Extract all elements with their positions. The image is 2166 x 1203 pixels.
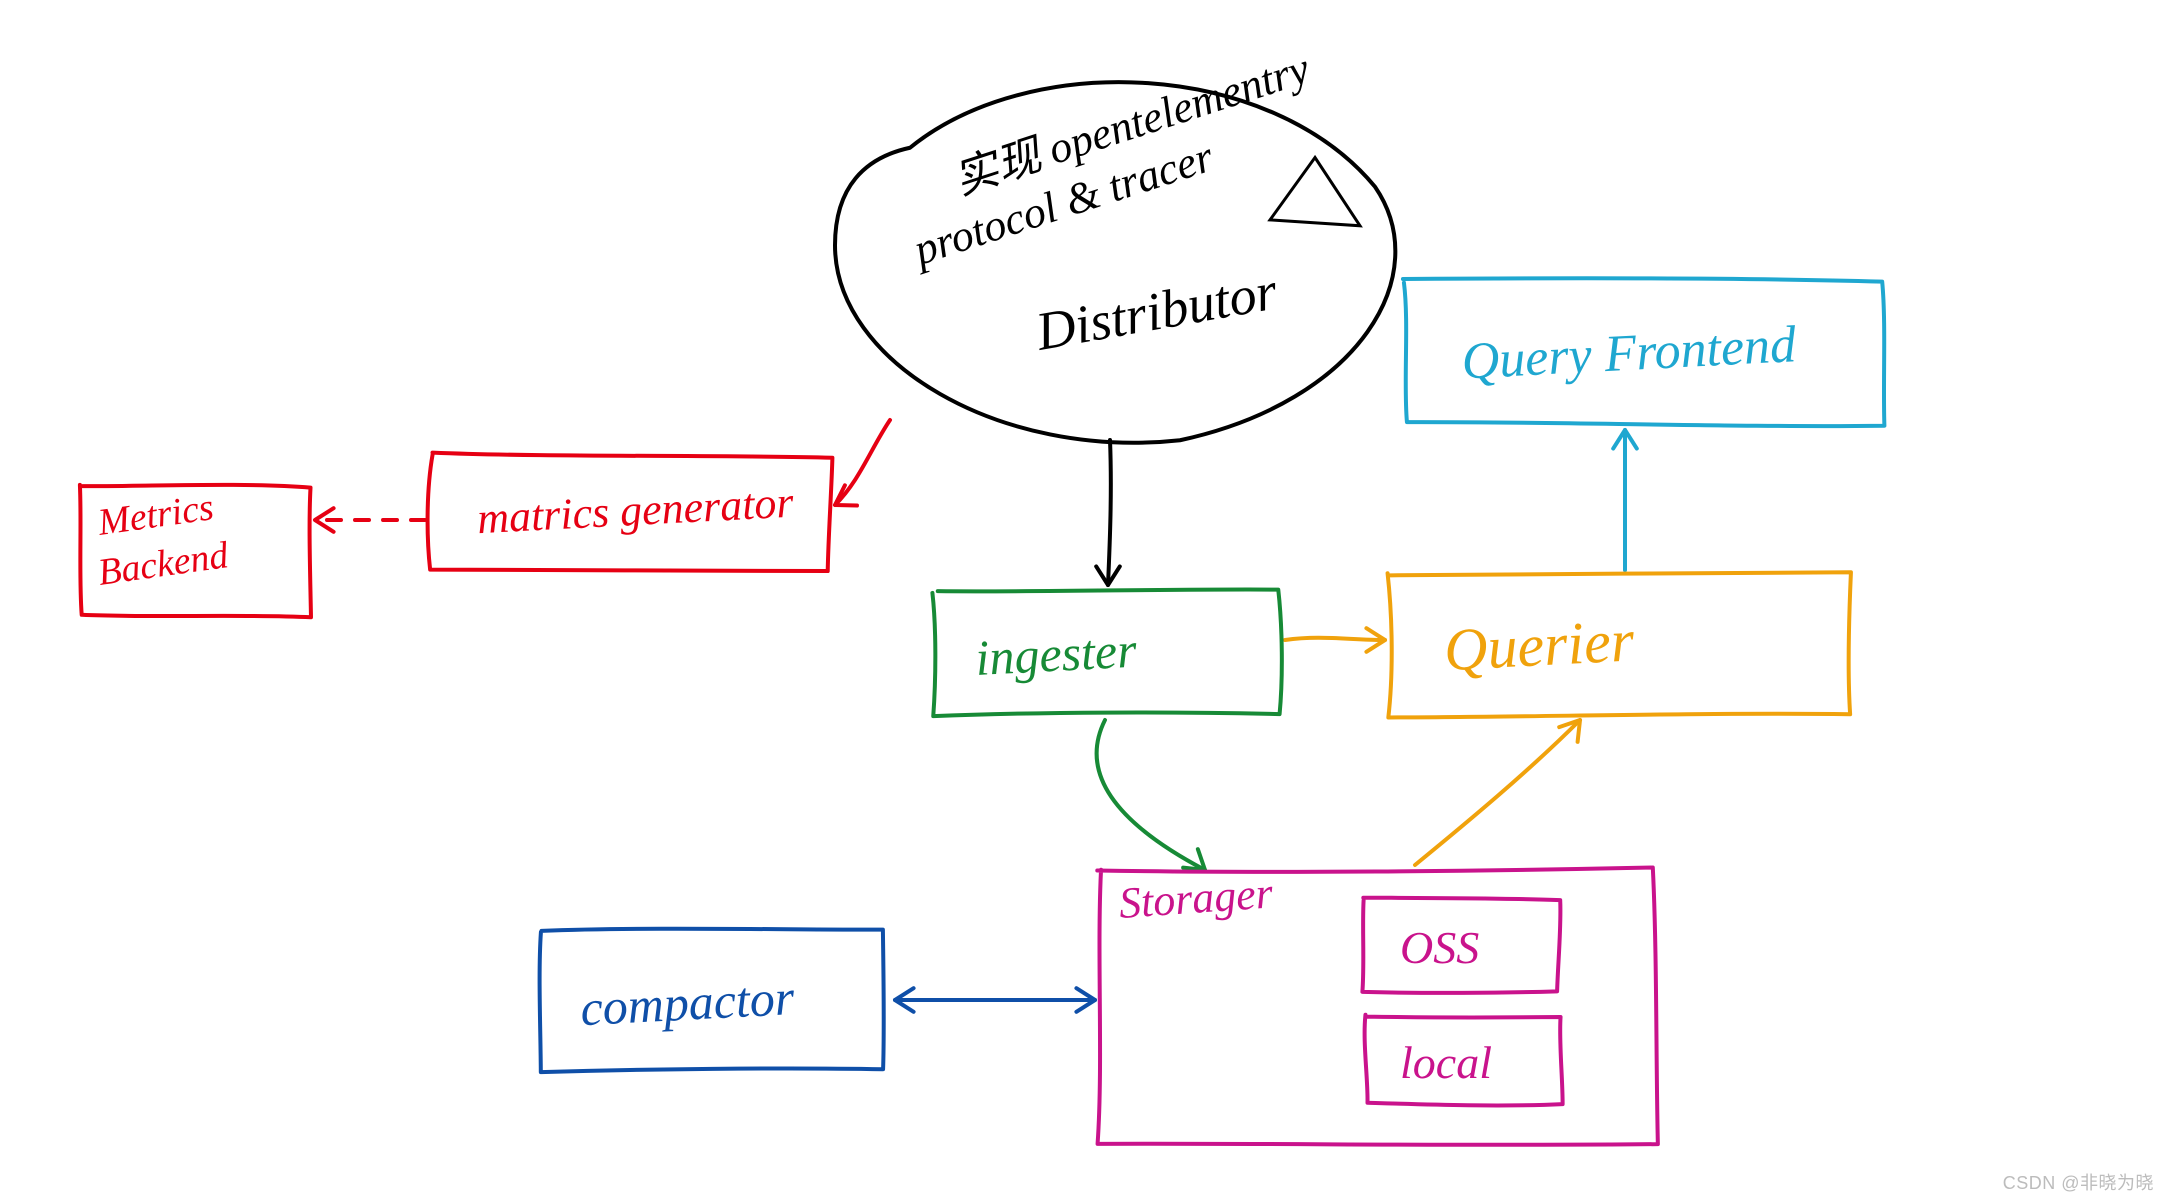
node-metrics_backend-label: Backend (95, 534, 231, 594)
node-metrics_backend-label: Metrics (94, 486, 216, 544)
distributor-label: Distributor (1031, 260, 1283, 362)
node-storager: Storager OSS local (1097, 868, 1658, 1145)
edge-ingester-to-querier (1285, 628, 1385, 652)
node-ingester: ingester (932, 589, 1281, 716)
node-distributor: 实现 opentelementryprotocol & tracerDistri… (835, 43, 1395, 442)
node-compactor-label: compactor (579, 969, 796, 1036)
edge-metricsgen-to-backend (315, 508, 425, 532)
watermark-text: CSDN @非晓为晓 (2003, 1169, 2154, 1195)
edge-distributor-to-ingester (1096, 440, 1120, 585)
edge-distributor-to-metricsgen (835, 420, 890, 506)
node-compactor: compactor (540, 929, 884, 1072)
diagram-canvas: 实现 opentelementryprotocol & tracerDistri… (0, 0, 2166, 1203)
node-storager-title: Storager (1117, 868, 1275, 928)
edge-ingester-to-storager (1097, 720, 1205, 870)
edge-ingester-to-storager-line (1097, 720, 1205, 870)
node-ingester-label: ingester (974, 622, 1138, 686)
node-querier-label: Querier (1442, 607, 1636, 683)
edge-ingester-to-querier-line (1285, 638, 1385, 640)
node-storager-sub-label: OSS (1400, 922, 1479, 973)
edge-querier-to-queryfrontend (1613, 430, 1637, 570)
node-storager-sub-label: local (1400, 1037, 1492, 1088)
edge-storager-to-querier (1415, 720, 1580, 865)
edge-distributor-to-ingester-line (1108, 440, 1111, 585)
node-metrics_backend: MetricsBackend (80, 485, 311, 617)
edge-compactor-storager (895, 988, 1095, 1012)
node-metrics_generator-label: matrics generator (476, 478, 796, 544)
node-metrics_generator: matrics generator (428, 453, 833, 571)
node-query_frontend-label: Query Frontend (1460, 316, 1798, 390)
edge-storager-to-querier-line (1415, 720, 1580, 865)
node-query_frontend: Query Frontend (1403, 278, 1884, 426)
node-querier: Querier (1388, 572, 1851, 717)
distributor-triangle-icon (1270, 158, 1360, 226)
